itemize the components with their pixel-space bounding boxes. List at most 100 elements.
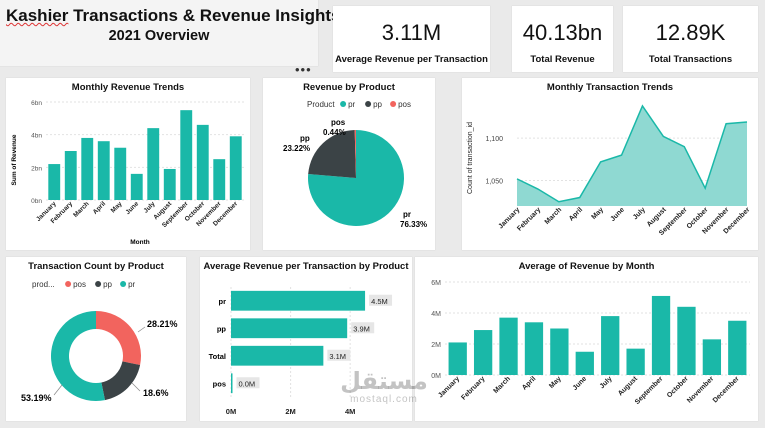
pie-slice: [354, 130, 356, 178]
legend-item: pos: [398, 100, 411, 109]
donut-slice: [51, 311, 105, 401]
legend-marker: [65, 281, 72, 287]
bar: [702, 339, 722, 375]
pie-slice: [308, 130, 356, 178]
avg-rev-product-card: Average Revenue per Transaction by Produ…: [200, 257, 412, 421]
data-label-bg: [369, 294, 393, 306]
kpi-total-revenue-card: 40.13bn Total Revenue: [512, 6, 613, 72]
bar: [626, 348, 645, 375]
bar: [114, 147, 127, 200]
more-options-icon[interactable]: •••: [295, 62, 312, 77]
x-tick-label: September: [634, 375, 665, 406]
x-tick-label: 2M: [285, 407, 295, 416]
x-tick-label: July: [632, 206, 647, 221]
x-tick-label: 4M: [345, 407, 355, 416]
legend-item: pp: [103, 280, 112, 289]
data-label: 18.6%: [143, 388, 169, 398]
x-tick-label: April: [92, 200, 108, 216]
data-label-bg: [236, 377, 260, 389]
x-tick-label: October: [666, 375, 690, 399]
data-label: 0.44%: [323, 128, 346, 137]
avg-rev-month-card: Average of Revenue by Month 6M 4M 2M 0M Janu…: [415, 257, 758, 421]
dashboard-subtitle: 2021 Overview: [108, 28, 210, 44]
data-label: 76.33%: [400, 220, 427, 229]
legend-title: Product: [307, 100, 335, 109]
legend-item: pr: [128, 280, 135, 289]
x-tick-label: June: [124, 200, 140, 216]
transaction-count-chart: prod... pos pp pr 28.21% 18.6% 53.19%: [21, 280, 178, 403]
y-tick-label: 4M: [431, 311, 441, 318]
x-tick-label: May: [110, 200, 124, 214]
bar: [64, 151, 77, 200]
bar: [575, 351, 594, 375]
legend-item: pr: [348, 100, 355, 109]
bar: [147, 128, 160, 200]
dashboard-title-card: Kashier Transactions & Revenue Insights …: [0, 0, 340, 66]
x-tick-label: July: [143, 200, 157, 214]
bar: [524, 322, 544, 375]
y-axis-title: Sum of Revenue: [11, 134, 18, 185]
donut-slice: [101, 361, 141, 401]
watermark-arabic: مستقل: [340, 368, 428, 395]
legend-item: pos: [73, 280, 86, 289]
bar: [231, 373, 233, 394]
x-tick-label: March: [492, 375, 512, 395]
monthly-revenue-title: Monthly Revenue Trends: [71, 82, 185, 93]
x-tick-label: March: [72, 200, 91, 219]
data-label: 53.19%: [21, 393, 52, 403]
transaction-count-card: Transaction Count by Product prod... pos p…: [6, 257, 186, 421]
bar: [550, 328, 569, 375]
bar: [81, 137, 94, 200]
x-tick-label: April: [568, 206, 584, 222]
watermark-url: mostaql.com: [350, 394, 418, 405]
monthly-transactions-title: Monthly Transaction Trends: [546, 82, 674, 93]
bar: [231, 318, 348, 339]
y-tick-label: pos: [213, 379, 226, 388]
bar: [651, 295, 671, 375]
data-label: 3.9M: [353, 324, 370, 333]
bar: [473, 330, 493, 375]
kpi-avg-revenue-value: 3.11M: [381, 20, 442, 45]
title-brand-word: Kashier: [6, 6, 69, 25]
y-tick-label: 6M: [431, 280, 441, 287]
x-tick-label: May: [548, 375, 563, 390]
bar: [130, 173, 143, 200]
data-label: 4.5M: [371, 297, 388, 306]
bar: [180, 110, 193, 200]
x-tick-label: November: [686, 375, 715, 404]
data-label: 28.21%: [147, 319, 178, 329]
bar: [213, 159, 226, 200]
legend-marker: [365, 101, 372, 107]
kpi-total-revenue-value: 40.13bn: [522, 20, 603, 45]
legend-marker: [340, 101, 347, 107]
x-tick-label: June: [572, 375, 589, 392]
data-label: pp: [300, 134, 310, 143]
x-tick-label: March: [544, 206, 564, 226]
kpi-avg-revenue-label: Average Revenue per Transaction: [335, 54, 488, 65]
bar: [231, 345, 324, 366]
bar: [601, 316, 620, 375]
kpi-total-revenue-label: Total Revenue: [530, 54, 595, 65]
monthly-revenue-card: Monthly Revenue Trends 6bn 4bn 2bn 0bn Janua…: [6, 78, 250, 250]
y-tick-label: 6bn: [31, 100, 42, 107]
bar: [163, 168, 176, 200]
bar: [231, 290, 366, 311]
avg-rev-month-title: Average of Revenue by Month: [518, 261, 655, 272]
leader-line: [53, 384, 63, 396]
legend-marker: [120, 281, 127, 287]
x-tick-label: July: [599, 375, 614, 390]
y-tick-label: Total: [209, 352, 226, 361]
bar: [196, 124, 209, 200]
bar: [97, 141, 110, 200]
kpi-total-transactions-card: 12.89K Total Transactions: [623, 6, 758, 72]
y-tick-label: 1,100: [485, 136, 503, 143]
kpi-avg-revenue-card: 3.11M Average Revenue per Transaction: [333, 6, 490, 72]
x-axis-title: Month: [130, 239, 150, 246]
bar: [677, 306, 696, 375]
revenue-by-product-card: Revenue by Product Product pr pp pos pr 76.33…: [263, 78, 435, 250]
y-tick-label: pr: [219, 297, 227, 306]
data-label-bg: [351, 322, 375, 334]
y-tick-label: 0M: [431, 373, 441, 380]
